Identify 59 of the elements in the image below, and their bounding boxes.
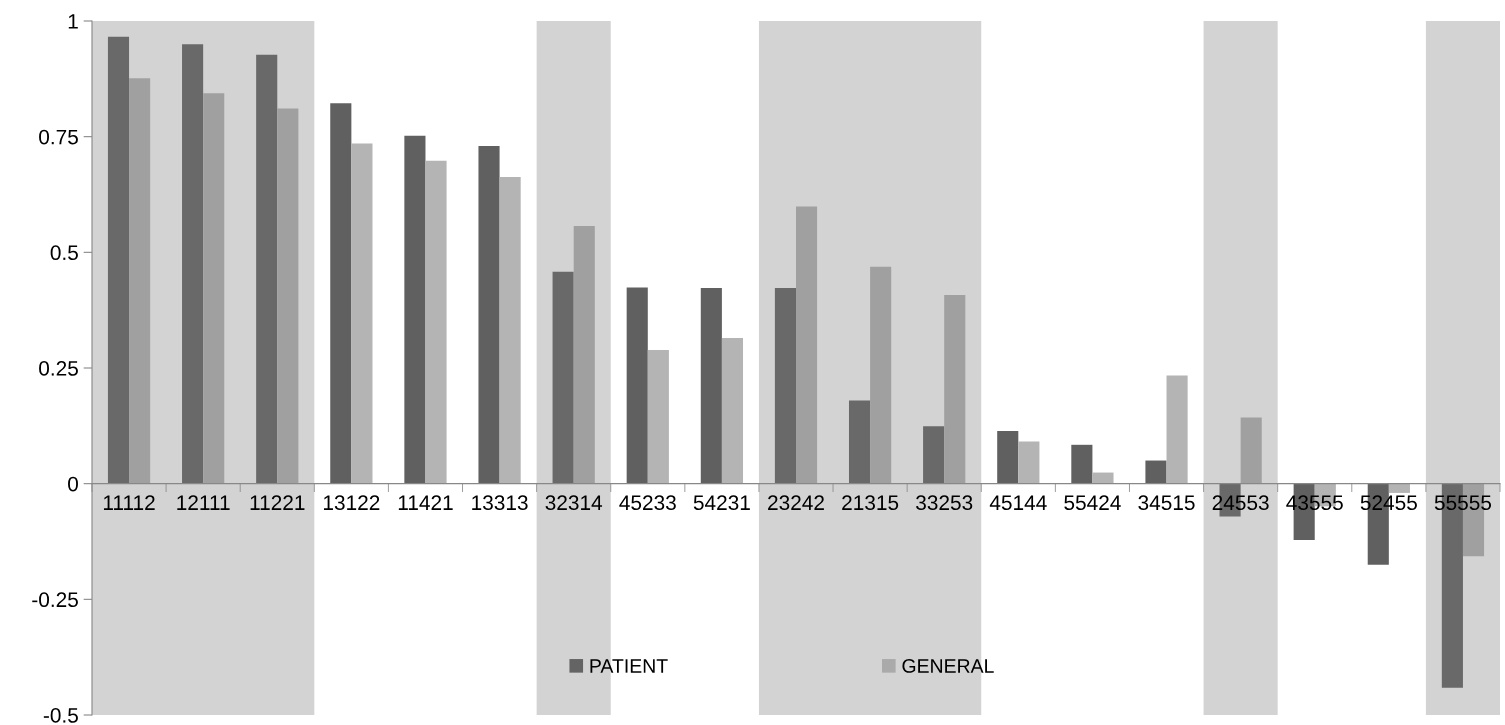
bar: [774, 287, 796, 484]
x-tick-label: 45233: [619, 495, 676, 511]
y-tick-label: 0.25: [39, 361, 78, 376]
bar: [1071, 444, 1093, 484]
bar: [626, 287, 648, 484]
bar: [277, 108, 299, 484]
x-tick-label: 55424: [1064, 495, 1121, 511]
bar: [552, 271, 574, 484]
y-tick-label: -0.5: [43, 708, 78, 723]
x-tick-label: 11112: [103, 495, 155, 510]
bar: [499, 176, 521, 484]
bar: [573, 225, 595, 484]
x-tick-label: 55555: [1434, 495, 1492, 511]
bar: [478, 145, 500, 484]
bar: [351, 143, 373, 484]
bar: [1092, 472, 1114, 484]
bar: [1166, 375, 1188, 484]
bar: [796, 206, 818, 484]
bar: [944, 294, 966, 484]
y-tick-label: 1: [68, 14, 78, 29]
x-tick-label: 13313: [472, 495, 528, 511]
y-tick-label: 0.75: [39, 129, 78, 145]
x-tick-label: 43555: [1286, 495, 1343, 511]
bar: [1145, 460, 1167, 484]
bar: [721, 337, 744, 484]
bar: [647, 349, 669, 484]
y-tick-label: 0: [68, 476, 78, 492]
x-tick-label: 32314: [545, 495, 603, 511]
bar: [997, 430, 1019, 484]
y-tick-label: 0.5: [50, 245, 78, 261]
bar: [107, 36, 130, 484]
legend-label: GENERAL: [902, 659, 994, 673]
x-tick-label: 13122: [323, 495, 380, 511]
y-tick-label: -0.25: [32, 592, 78, 608]
bar: [923, 426, 945, 484]
bar: [1018, 441, 1040, 484]
bar: [1388, 483, 1410, 493]
x-tick-label: 45144: [989, 495, 1047, 511]
bar: [1240, 417, 1262, 484]
x-tick-label: 33253: [916, 495, 973, 511]
x-tick-label: 24553: [1212, 495, 1269, 511]
bar: [256, 54, 278, 484]
x-tick-label: 34515: [1138, 495, 1195, 511]
bar: [870, 266, 892, 484]
bar: [129, 78, 151, 484]
x-tick-label: 21315: [842, 495, 899, 511]
bar: [404, 135, 426, 484]
legend-label: PATIENT: [590, 659, 668, 673]
bar: [203, 93, 225, 484]
x-tick-label: 11421: [398, 495, 453, 510]
x-tick-label: 23242: [768, 495, 824, 511]
x-tick-label: 12111: [177, 495, 230, 510]
x-tick-label: 54231: [693, 495, 750, 511]
x-tick-label: 11221: [250, 495, 305, 510]
bar: [425, 160, 447, 484]
bar: [330, 103, 352, 484]
bar: [848, 400, 871, 484]
bar: [700, 287, 722, 484]
bar: [182, 44, 204, 484]
